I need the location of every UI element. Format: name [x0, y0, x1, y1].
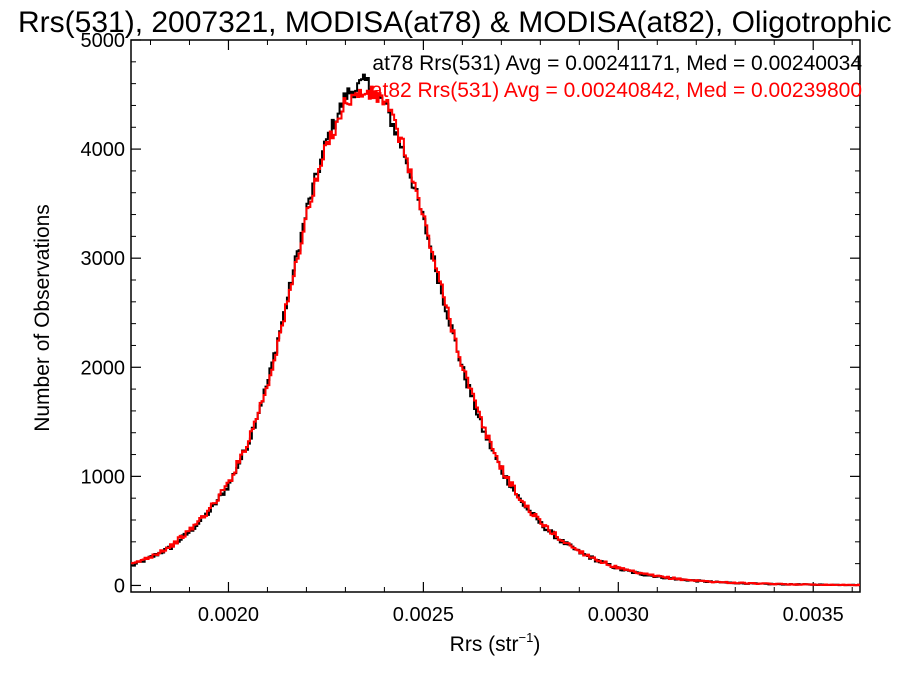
- x-axis: 0.0020 0.0025 0.0030 0.0035: [149, 40, 853, 626]
- series-line-at82: [131, 85, 860, 587]
- y-tick-label: 5000: [81, 30, 126, 52]
- series-annotation-at78: at78 Rrs(531) Avg = 0.00241171, Med = 0.…: [372, 52, 862, 75]
- x-tick-label: 0.0020: [198, 604, 259, 626]
- chart-title: Rrs(531), 2007321, MODISA(at78) & MODISA…: [18, 6, 892, 39]
- y-tick-label: 1000: [81, 466, 126, 488]
- y-tick-label: 2000: [81, 357, 126, 379]
- plot-frame: [130, 39, 861, 593]
- x-axis-label-main: Rrs (str: [450, 633, 519, 656]
- y-tick-label: 0: [114, 575, 125, 597]
- x-axis-label-sup: −1: [519, 630, 534, 645]
- y-tick-label: 3000: [81, 248, 126, 270]
- y-tick-label: 4000: [81, 139, 126, 161]
- x-tick-label: 0.0025: [393, 604, 454, 626]
- y-axis: 0 1000 2000 3000 4000 5000: [81, 30, 860, 597]
- x-tick-label: 0.0030: [588, 604, 649, 626]
- x-tick-label: 0.0035: [783, 604, 844, 626]
- series-lines: [131, 73, 860, 587]
- x-axis-label-close: ): [533, 633, 540, 656]
- plot-border: [130, 39, 861, 593]
- series-line-at78: [131, 73, 860, 587]
- y-axis-label: Number of Observations: [31, 204, 54, 432]
- series-annotation-at82: at82 Rrs(531) Avg = 0.00240842, Med = 0.…: [371, 79, 862, 102]
- x-axis-label: Rrs (str−1): [450, 630, 541, 656]
